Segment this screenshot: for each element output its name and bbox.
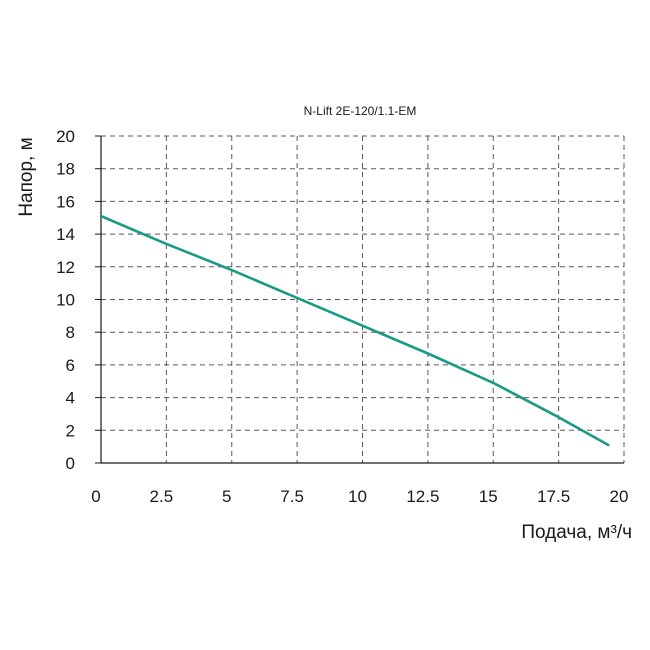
grid [101, 135, 625, 463]
y-tick-label: 10 [56, 291, 75, 310]
x-tick-label: 15 [479, 487, 498, 506]
y-tick-label: 16 [56, 192, 75, 211]
y-tick-label: 2 [66, 421, 75, 440]
series [99, 214, 610, 447]
x-tick-label: 5 [222, 487, 231, 506]
y-axis-title: Напор, м [16, 137, 37, 216]
axes [95, 135, 624, 464]
x-axis-title: Подача, м³/ч [521, 522, 632, 543]
x-tick-label: 17.5 [537, 487, 570, 506]
y-tick-label: 18 [56, 160, 75, 179]
y-tick-label: 0 [66, 454, 75, 473]
y-tick-label: 8 [66, 323, 75, 342]
x-tick-label: 0 [91, 487, 100, 506]
y-tick-labels: 0 2 4 6 8 10 12 14 16 18 20 [56, 127, 75, 473]
x-tick-label: 7.5 [280, 487, 304, 506]
x-tick-label: 10 [348, 487, 367, 506]
chart-title: N-Lift 2E-120/1.1-EM [304, 104, 417, 118]
y-tick-label: 20 [56, 127, 75, 146]
series-line [99, 214, 610, 447]
x-tick-label: 20 [610, 487, 629, 506]
y-tick-label: 14 [56, 225, 75, 244]
x-tick-labels: 0 2.5 5 7.5 10 12.5 15 17.5 20 [91, 487, 628, 506]
y-tick-label: 12 [56, 258, 75, 277]
y-tick-label: 4 [66, 389, 75, 408]
x-tick-label: 2.5 [150, 487, 174, 506]
x-tick-label: 12.5 [406, 487, 439, 506]
y-tick-label: 6 [66, 356, 75, 375]
